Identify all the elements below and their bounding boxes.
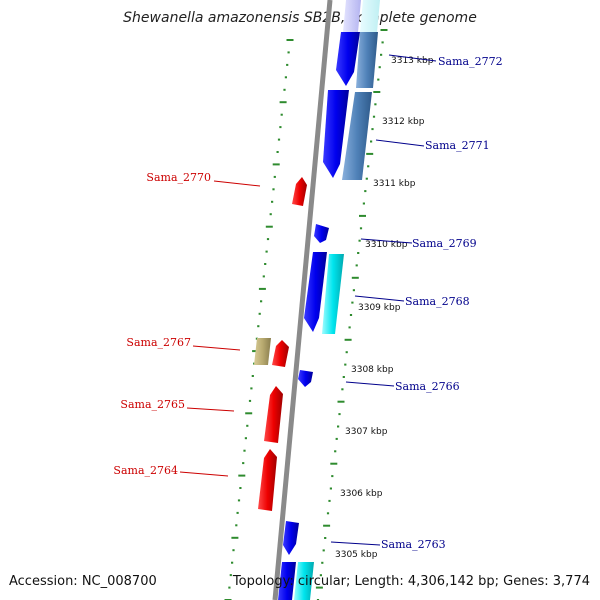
leader-line — [179, 471, 229, 477]
tick-label: 3306 kbp — [340, 489, 383, 499]
faded-forward-gene — [343, 0, 361, 32]
faded-cyan-gene — [360, 0, 380, 32]
leader-line — [360, 238, 413, 244]
gene-sama-2763[interactable] — [283, 521, 299, 555]
accession-text: Accession: NC_008700 — [9, 574, 157, 589]
gene-label-sama-2767[interactable]: Sama_2767 — [126, 336, 191, 349]
gene-sama-2772[interactable] — [336, 32, 360, 86]
gene-label-sama-2769[interactable]: Sama_2769 — [412, 237, 477, 250]
tick-label: 3312 kbp — [382, 117, 425, 127]
tick-label: 3311 kbp — [373, 179, 416, 189]
ruler-right — [315, 29, 388, 600]
gene-label-sama-2763[interactable]: Sama_2763 — [381, 538, 446, 551]
gene-label-sama-2770[interactable]: Sama_2770 — [146, 171, 211, 184]
gene-sama-2764[interactable] — [258, 449, 277, 511]
gene-sama-2768-cyan[interactable] — [322, 254, 344, 334]
genome-backbone — [272, 0, 333, 600]
gene-label-sama-2764[interactable]: Sama_2764 — [113, 464, 178, 477]
leader-line — [388, 54, 437, 62]
gene-sama-2769[interactable] — [314, 224, 329, 243]
leader-line — [345, 381, 395, 387]
tick-label: 3309 kbp — [358, 303, 401, 313]
gene-sama-2768[interactable] — [304, 252, 327, 332]
gene-label-sama-2766[interactable]: Sama_2766 — [395, 380, 460, 393]
gene-steel-1[interactable] — [356, 32, 378, 88]
genome-summary-text: Topology: circular; Length: 4,306,142 bp… — [232, 574, 590, 589]
gene-sama-2767-khaki[interactable] — [254, 338, 271, 365]
gene-bottom-cyan[interactable] — [294, 562, 314, 600]
leader-line — [192, 345, 241, 351]
tick-label: 3313 kbp — [391, 56, 434, 66]
tick-label: 3308 kbp — [351, 365, 394, 375]
tick-label: 3310 kbp — [365, 240, 408, 250]
leader-line — [375, 139, 425, 147]
gene-steel-2[interactable] — [342, 92, 372, 180]
tick-label: 3305 kbp — [335, 550, 378, 560]
gene-sama-2770[interactable] — [292, 177, 307, 206]
gene-label-sama-2772[interactable]: Sama_2772 — [438, 55, 503, 68]
gene-sama-2767[interactable] — [272, 340, 289, 367]
gene-sama-2765[interactable] — [264, 386, 283, 443]
tick-label: 3307 kbp — [345, 427, 388, 437]
gene-sama-2766[interactable] — [298, 370, 313, 387]
gene-bottom-blue[interactable] — [278, 562, 296, 600]
map-title: Shewanella amazonensis SB2B, complete ge… — [123, 10, 477, 26]
ruler-left — [224, 39, 294, 600]
leader-line — [354, 295, 405, 302]
gene-label-sama-2768[interactable]: Sama_2768 — [405, 295, 470, 308]
gene-sama-2771[interactable] — [323, 90, 349, 178]
gene-label-sama-2771[interactable]: Sama_2771 — [425, 139, 490, 152]
leader-line — [330, 541, 381, 546]
leader-line — [213, 180, 261, 187]
leader-line — [186, 407, 235, 412]
gene-label-sama-2765[interactable]: Sama_2765 — [120, 398, 185, 411]
